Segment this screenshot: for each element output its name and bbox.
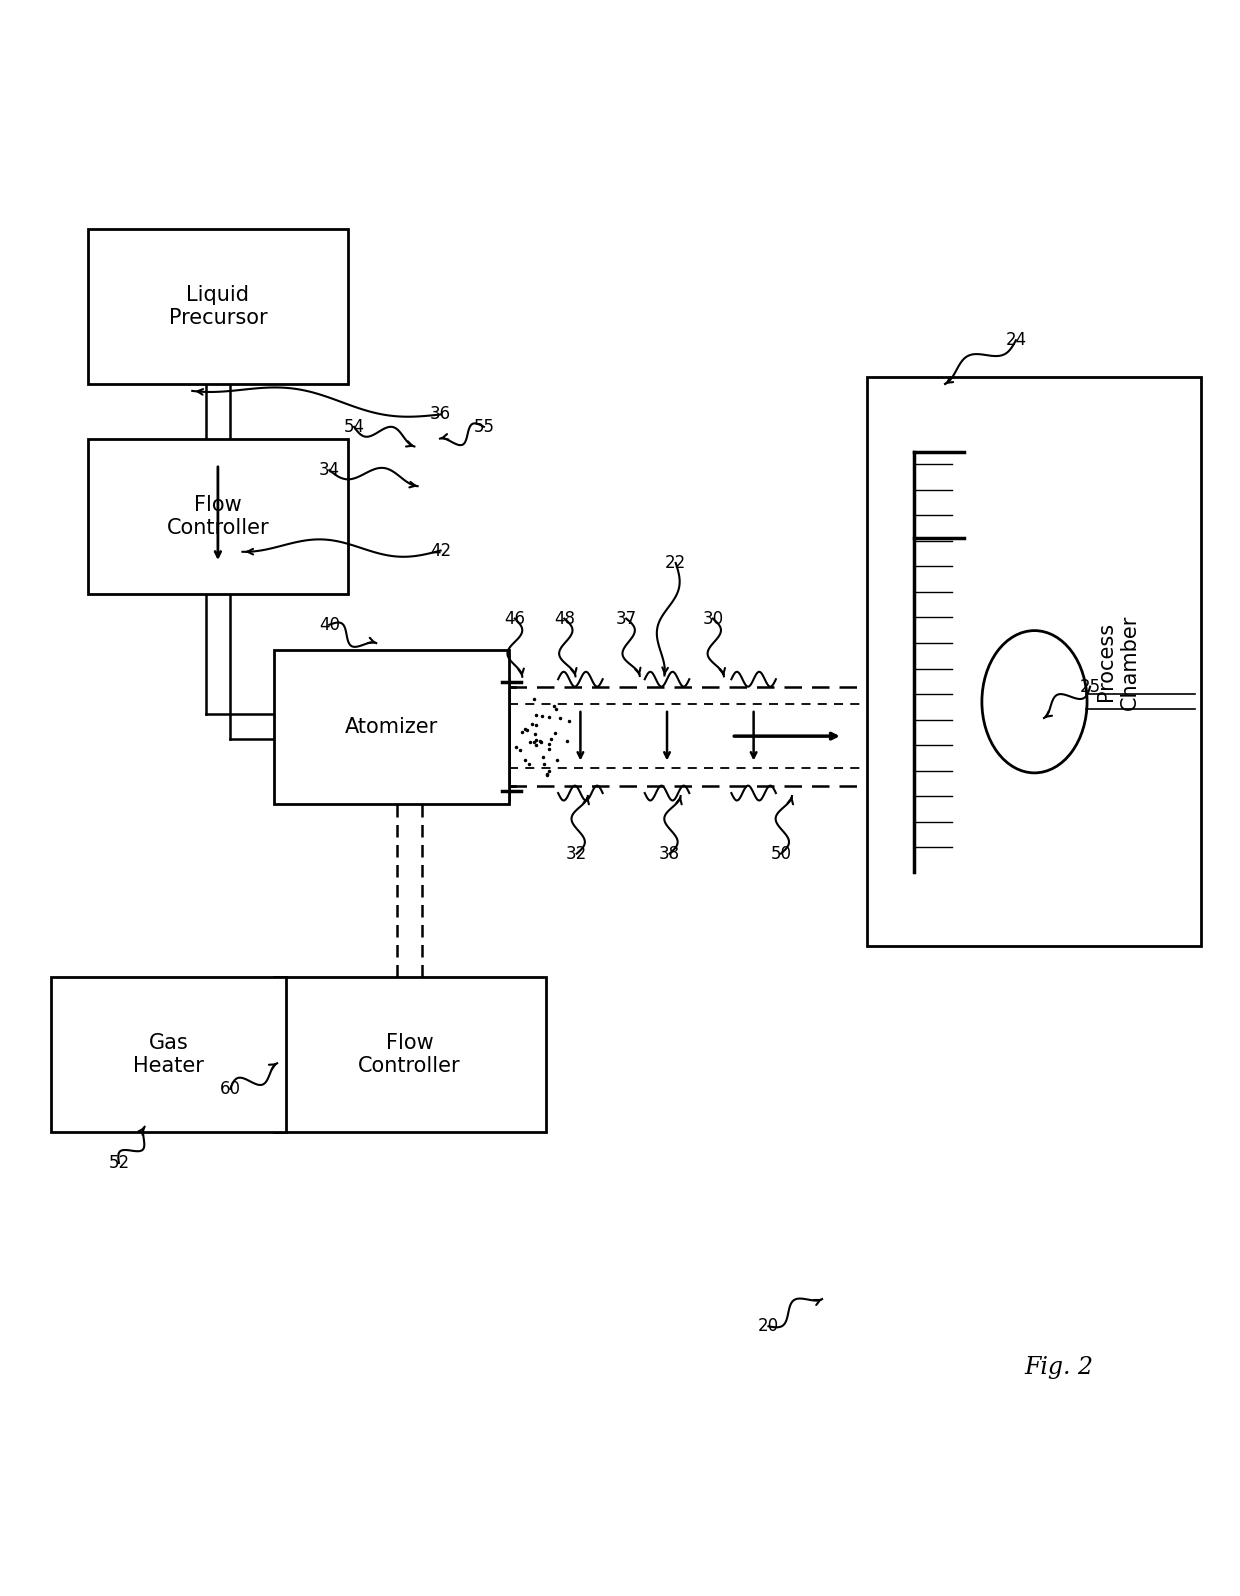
Text: Liquid
Precursor: Liquid Precursor — [169, 284, 267, 327]
Text: 37: 37 — [615, 610, 637, 627]
Text: 24: 24 — [1006, 332, 1027, 350]
Text: 54: 54 — [343, 418, 365, 436]
Text: 32: 32 — [567, 844, 588, 863]
Text: Process
Chamber: Process Chamber — [1096, 614, 1140, 710]
Text: 60: 60 — [219, 1080, 241, 1098]
FancyBboxPatch shape — [51, 977, 286, 1132]
Text: 30: 30 — [702, 610, 723, 627]
Text: 52: 52 — [108, 1154, 129, 1171]
FancyBboxPatch shape — [274, 977, 546, 1132]
Text: 34: 34 — [319, 461, 340, 479]
Text: Gas
Heater: Gas Heater — [133, 1033, 203, 1076]
Text: Flow
Controller: Flow Controller — [166, 495, 269, 538]
Text: 55: 55 — [474, 418, 495, 436]
Text: 46: 46 — [505, 610, 526, 627]
Text: 50: 50 — [770, 844, 791, 863]
Text: 38: 38 — [658, 844, 680, 863]
Text: 36: 36 — [430, 405, 451, 423]
Text: 48: 48 — [554, 610, 575, 627]
Text: 25: 25 — [1080, 678, 1101, 696]
Text: 42: 42 — [430, 541, 451, 560]
FancyBboxPatch shape — [868, 377, 1202, 946]
FancyBboxPatch shape — [88, 228, 347, 383]
Ellipse shape — [982, 630, 1087, 772]
Text: Fig. 2: Fig. 2 — [1024, 1355, 1094, 1379]
Text: Flow
Controller: Flow Controller — [358, 1033, 461, 1076]
Text: Atomizer: Atomizer — [345, 717, 438, 737]
FancyBboxPatch shape — [274, 650, 508, 804]
Text: 20: 20 — [758, 1317, 779, 1336]
FancyBboxPatch shape — [88, 439, 347, 594]
Text: 22: 22 — [665, 554, 686, 571]
Text: 40: 40 — [319, 616, 340, 634]
